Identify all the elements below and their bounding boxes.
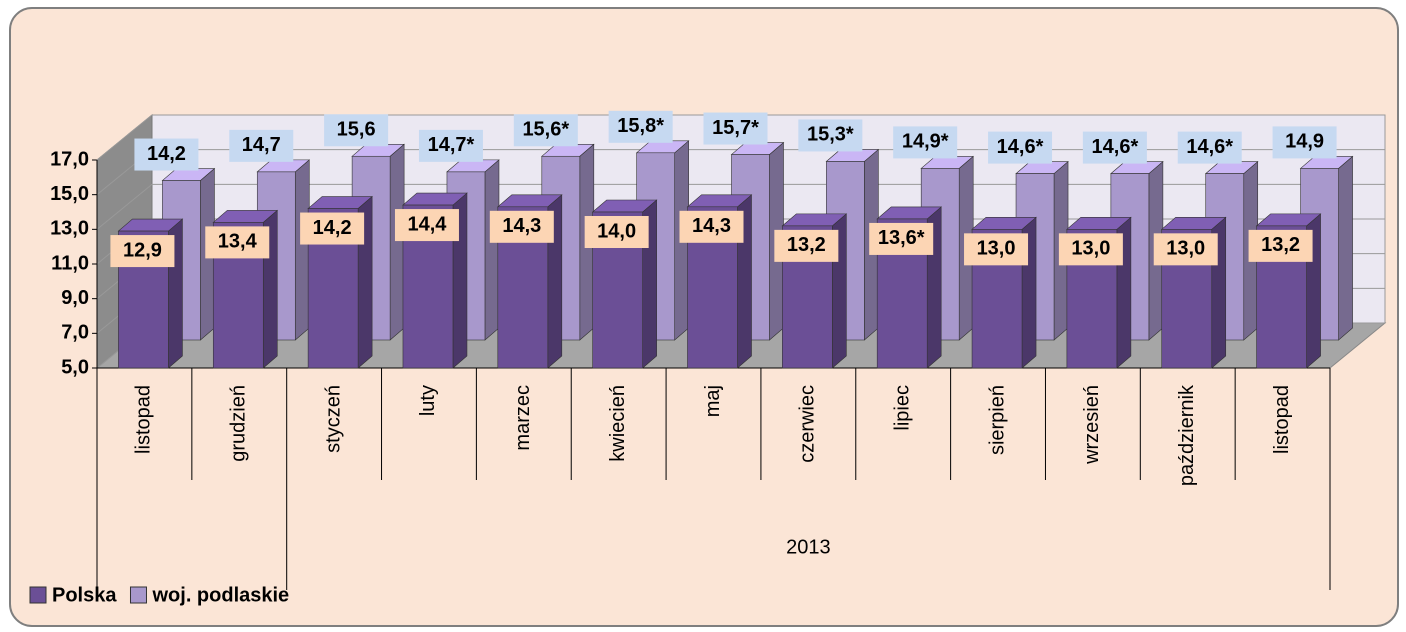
data-label-box bbox=[229, 129, 294, 162]
data-label: 14,6* bbox=[997, 136, 1044, 158]
x-tick-label: wrzesień bbox=[1081, 385, 1103, 465]
data-label: 15,8* bbox=[617, 115, 664, 137]
group-label: 2013 bbox=[786, 536, 831, 558]
data-label: 13,6* bbox=[878, 227, 925, 249]
legend-label: woj. podlaskie bbox=[151, 584, 289, 606]
x-tick-label: sierpień bbox=[986, 385, 1008, 455]
data-label-box bbox=[774, 229, 839, 262]
data-label-box bbox=[798, 119, 863, 152]
bar-side bbox=[389, 143, 405, 341]
x-tick-label: maj bbox=[702, 385, 724, 417]
data-label-box bbox=[1177, 131, 1242, 164]
data-label-box bbox=[679, 210, 744, 243]
data-label: 13,2 bbox=[1261, 234, 1300, 256]
data-label: 14,9 bbox=[1285, 131, 1324, 153]
y-tick-label: 7,0 bbox=[61, 322, 89, 344]
x-tick-label: listopad bbox=[1271, 385, 1293, 454]
data-label: 13,4 bbox=[218, 231, 258, 253]
grid-line bbox=[96, 114, 1385, 161]
data-label: 14,3 bbox=[502, 215, 541, 237]
data-label-box bbox=[703, 112, 768, 145]
y-tick-label: 17,0 bbox=[50, 148, 89, 170]
data-label-box bbox=[1153, 233, 1218, 266]
data-label-box bbox=[988, 131, 1053, 164]
data-label-box bbox=[134, 138, 199, 171]
data-label: 15,6* bbox=[522, 119, 569, 141]
data-label: 13,0 bbox=[977, 238, 1016, 260]
data-label-box bbox=[324, 114, 389, 147]
data-label: 14,9* bbox=[902, 131, 949, 153]
x-tick-label: lipiec bbox=[891, 385, 913, 431]
data-label: 14,3 bbox=[692, 215, 731, 237]
data-label: 13,0 bbox=[1071, 238, 1110, 260]
data-label: 14,4 bbox=[407, 213, 447, 235]
y-tick-label: 11,0 bbox=[51, 252, 89, 274]
data-label: 14,7 bbox=[242, 134, 281, 156]
data-label: 15,3* bbox=[807, 124, 854, 146]
legend-swatch bbox=[129, 586, 147, 604]
data-label: 13,0 bbox=[1166, 238, 1205, 260]
data-label: 12,9 bbox=[123, 239, 162, 261]
x-tick-label: październik bbox=[1176, 384, 1198, 486]
x-tick-label: listopad bbox=[133, 385, 155, 454]
x-tick-label: czerwiec bbox=[797, 385, 819, 463]
y-tick-label: 9,0 bbox=[61, 287, 89, 309]
data-label-box bbox=[394, 209, 459, 242]
x-tick-label: kwiecień bbox=[607, 385, 629, 462]
y-tick-label: 5,0 bbox=[61, 356, 89, 378]
data-label: 13,2 bbox=[787, 234, 826, 256]
data-label-box bbox=[205, 226, 270, 259]
data-label-box bbox=[513, 114, 578, 147]
bar-side bbox=[484, 159, 500, 341]
data-label-box bbox=[300, 212, 365, 245]
data-label-box bbox=[608, 110, 673, 143]
data-label-box bbox=[964, 233, 1029, 266]
data-label: 14,2 bbox=[147, 143, 186, 165]
data-label-box bbox=[893, 126, 958, 159]
data-label: 15,7* bbox=[712, 117, 759, 139]
data-label-box bbox=[1272, 126, 1337, 159]
data-label-box bbox=[110, 235, 175, 268]
data-label: 14,2 bbox=[313, 217, 352, 239]
legend-swatch bbox=[29, 586, 47, 604]
x-tick-label: grudzień bbox=[228, 385, 250, 462]
y-tick-label: 13,0 bbox=[50, 218, 89, 240]
data-label: 14,6* bbox=[1186, 136, 1233, 158]
data-label-box bbox=[869, 222, 934, 255]
data-label: 14,7* bbox=[428, 134, 475, 156]
data-label: 15,6 bbox=[337, 119, 376, 141]
x-tick-label: marzec bbox=[512, 385, 534, 451]
x-tick-label: styczeń bbox=[322, 385, 344, 453]
y-tick-label: 15,0 bbox=[50, 183, 89, 205]
data-label: 14,6* bbox=[1092, 136, 1139, 158]
legend-label: Polska bbox=[52, 584, 117, 606]
bar-side bbox=[294, 159, 310, 341]
data-label-box bbox=[584, 216, 649, 248]
x-tick-label: luty bbox=[417, 385, 439, 416]
data-label-box bbox=[1248, 229, 1313, 262]
data-label-box bbox=[489, 210, 554, 243]
data-label-box bbox=[418, 129, 483, 162]
data-label-box bbox=[1082, 131, 1147, 164]
bar-side bbox=[1338, 155, 1353, 341]
data-label-box bbox=[1058, 233, 1123, 266]
data-label: 14,0 bbox=[597, 220, 636, 242]
grid-line bbox=[96, 183, 1385, 230]
